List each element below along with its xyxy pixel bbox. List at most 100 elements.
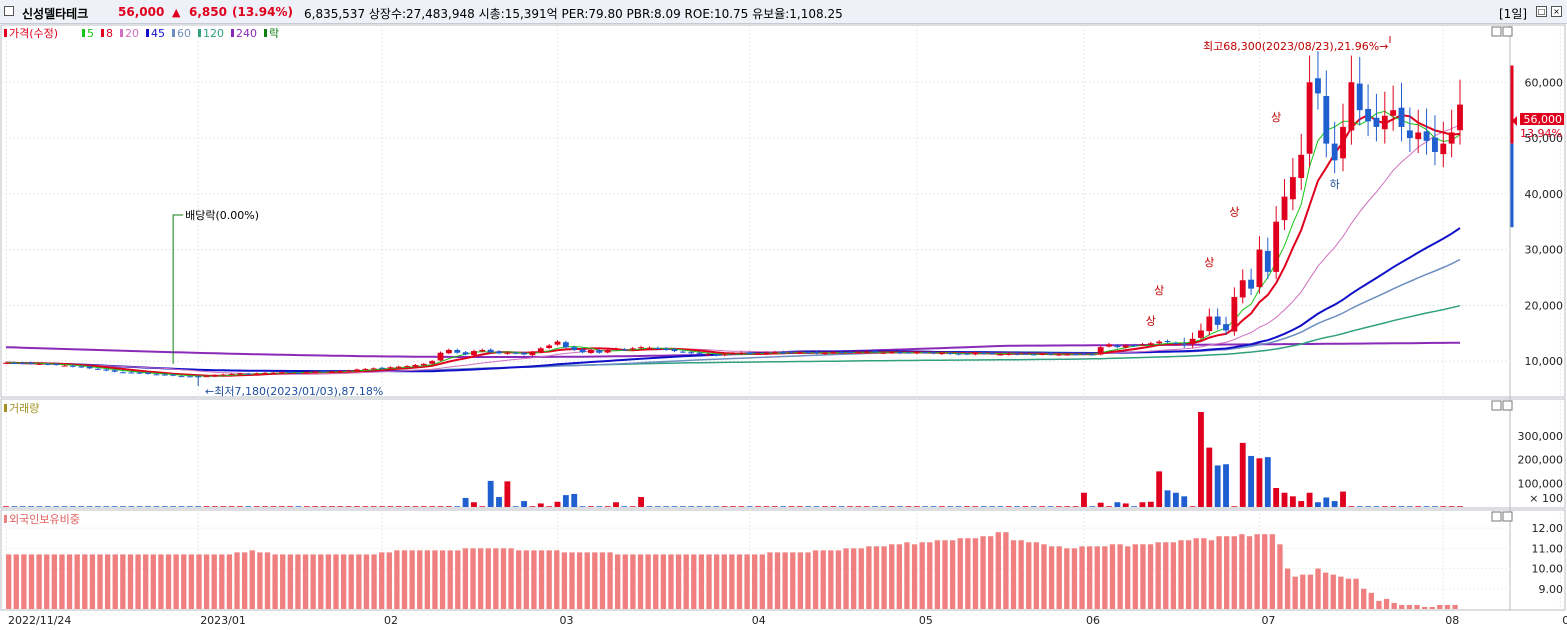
candle-body — [955, 353, 962, 355]
foreign-bar — [1383, 598, 1390, 609]
candle-body — [1014, 353, 1021, 355]
candle-body — [554, 341, 561, 345]
maximize-icon[interactable]: □ — [1536, 6, 1547, 17]
volume-bar — [211, 506, 218, 507]
candle-body — [454, 349, 461, 353]
candle-body — [1022, 353, 1029, 355]
candle-body — [1081, 353, 1087, 355]
candle-body — [462, 352, 469, 355]
candle-body — [1348, 82, 1355, 131]
limit-up-marker: 상 — [1271, 111, 1281, 124]
volume-bar — [94, 506, 101, 507]
candle-body — [989, 352, 995, 354]
foreign-bar — [287, 554, 293, 609]
price-y-tick: 20,000 — [1525, 299, 1564, 312]
foreign-bar — [1254, 534, 1260, 609]
volume-bar — [780, 506, 787, 507]
foreign-bar — [1071, 548, 1078, 609]
candle-body — [646, 347, 653, 349]
foreign-bar — [1079, 546, 1085, 609]
volume-bar — [1315, 502, 1321, 507]
candle-body — [337, 371, 344, 373]
volume-bar — [379, 506, 385, 507]
foreign-bar — [889, 544, 895, 609]
candle-body — [638, 347, 645, 349]
foreign-bar — [736, 554, 743, 609]
volume-bar — [78, 506, 85, 507]
legend-label: 가격(수정) — [9, 27, 58, 40]
candle-body — [613, 348, 619, 350]
legend-label: 락 — [269, 27, 279, 40]
price-panel-buttons[interactable] — [1491, 26, 1513, 37]
foreign-bar — [1056, 546, 1062, 609]
volume-bar — [796, 506, 803, 507]
candle-body — [688, 352, 695, 354]
candle-body — [1206, 316, 1213, 332]
volume-bar — [546, 506, 553, 507]
volume-bar — [855, 506, 862, 507]
volume-bar — [270, 506, 277, 507]
volume-bar — [178, 506, 185, 507]
foreign-bar — [812, 550, 819, 609]
volume-bar — [888, 506, 895, 507]
candle-body — [1264, 250, 1271, 272]
foreign-bar — [516, 550, 522, 609]
foreign-bar — [927, 542, 933, 609]
volume-bar — [755, 506, 761, 507]
foreign-bar — [668, 554, 674, 609]
foreign-bar — [1216, 536, 1222, 609]
volume-bar — [136, 506, 143, 507]
foreign-bar — [500, 548, 507, 609]
volume-bar — [1047, 506, 1054, 507]
candle-body — [69, 365, 76, 367]
select-checkbox[interactable] — [4, 6, 14, 16]
volume-bar — [588, 506, 594, 507]
foreign-bar — [1010, 540, 1017, 609]
candle-body — [1281, 196, 1288, 221]
candle-body — [938, 352, 945, 355]
period-selector[interactable]: [1일] — [1499, 7, 1528, 21]
volume-bar — [629, 506, 636, 507]
candle-body — [771, 352, 778, 354]
foreign-bar — [1322, 572, 1329, 609]
volume-bar — [1122, 503, 1129, 507]
volume-bar — [1147, 501, 1154, 507]
foreign-bar — [797, 552, 804, 609]
candle-body — [362, 368, 369, 370]
price-change: 6,850 — [189, 5, 227, 19]
foreign-bar — [181, 554, 187, 609]
legend-swatch — [264, 29, 267, 37]
candle-body — [387, 367, 394, 369]
foreign-panel-buttons[interactable] — [1491, 511, 1513, 522]
foreign-bar — [234, 552, 240, 609]
candle-body — [479, 349, 486, 352]
candle-body — [3, 362, 9, 364]
volume-bar — [1072, 506, 1079, 507]
candle-body — [11, 363, 18, 365]
volume-bar — [1423, 506, 1430, 507]
candle-body — [880, 352, 887, 354]
foreign-bar — [538, 550, 545, 609]
foreign-bar — [523, 550, 529, 609]
foreign-bar — [340, 554, 347, 609]
volume-panel-buttons[interactable] — [1491, 400, 1513, 411]
volume-bar — [1223, 464, 1229, 507]
candle-body — [1248, 279, 1255, 289]
volume-bar — [1356, 506, 1363, 507]
foreign-bar — [752, 554, 758, 609]
foreign-bar — [1444, 604, 1451, 609]
foreign-bar — [394, 550, 400, 609]
volume-bar — [44, 506, 51, 507]
volume-bar — [1214, 465, 1221, 507]
foreign-bar — [1033, 542, 1040, 609]
candle-body — [328, 371, 335, 373]
candle-body — [203, 376, 210, 378]
foreign-bar — [1048, 546, 1055, 609]
volume-bar — [1373, 506, 1380, 507]
close-icon[interactable]: × — [1551, 6, 1562, 17]
candle-body — [370, 368, 377, 370]
foreign-bar — [1086, 546, 1093, 609]
volume-bar — [571, 493, 578, 507]
x-tick-label: 09 — [1562, 614, 1567, 627]
volume-bar — [1381, 506, 1388, 507]
